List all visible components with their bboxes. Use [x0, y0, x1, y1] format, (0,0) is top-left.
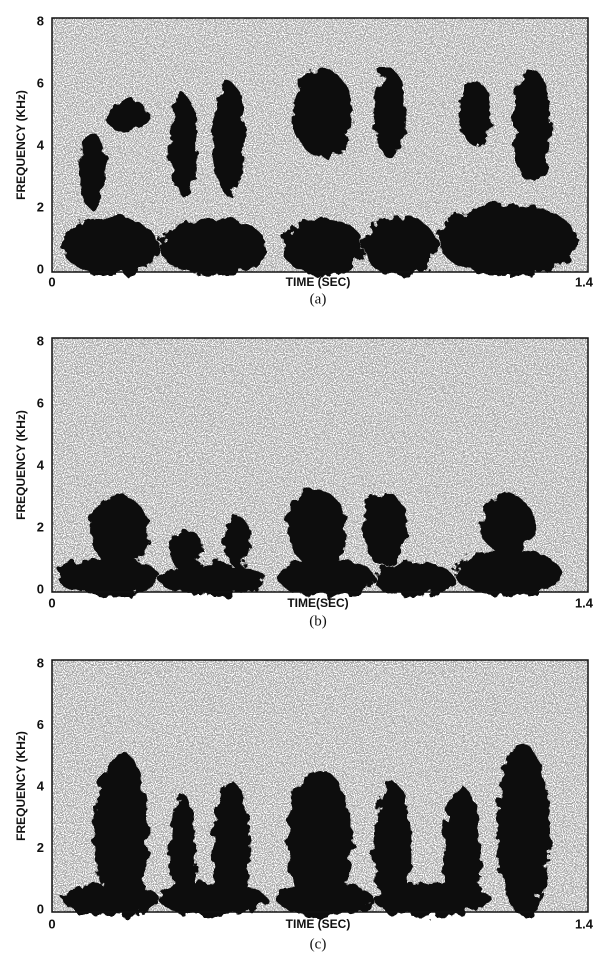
y-tick-label: 4 — [37, 457, 45, 472]
spectrogram-panel: 0 2 4 6 8 FREQUENCY (KHz) 0 1.4 TIME (SEC) (a) — [14, 13, 594, 307]
energy-blob — [512, 68, 551, 184]
y-tick-label: 4 — [37, 778, 45, 793]
energy-blob — [373, 562, 454, 596]
energy-blob — [57, 557, 160, 596]
x-axis-label: TIME (SEC) — [286, 275, 351, 289]
energy-blob — [78, 132, 106, 209]
x-tick-label: 1.4 — [575, 916, 594, 931]
energy-blob — [277, 557, 374, 596]
plot-frame — [51, 337, 589, 593]
y-axis-label: FREQUENCY (KHz) — [14, 90, 28, 200]
energy-blob — [362, 217, 438, 276]
energy-blob — [94, 751, 149, 916]
energy-blob — [496, 744, 551, 916]
energy-blob — [62, 217, 160, 276]
energy — [62, 68, 578, 276]
energy-blob — [480, 495, 535, 554]
y-tick-label: 6 — [37, 75, 44, 90]
y-tick-label: 2 — [37, 840, 44, 855]
panel-caption: (a) — [310, 291, 327, 307]
y-tick-label: 2 — [37, 199, 44, 214]
y-axis-label: FREQUENCY (KHz) — [14, 410, 28, 520]
energy-blob — [223, 515, 251, 567]
panel-caption: (c) — [310, 936, 327, 952]
x-tick-label: 0 — [48, 595, 55, 610]
energy-blob — [159, 217, 267, 276]
energy-blob — [212, 81, 245, 196]
spectrogram-panel: 0 2 4 6 8 FREQUENCY (KHz) 0 1.4 TIME (SEC) (c) — [14, 655, 594, 952]
energy-blob — [373, 782, 412, 916]
energy-blob — [169, 528, 203, 572]
x-tick-label: 1.4 — [575, 595, 594, 610]
energy-blob — [454, 549, 562, 596]
y-tick-label: 0 — [37, 581, 44, 596]
energy — [62, 744, 551, 917]
y-tick-label: 8 — [37, 333, 44, 348]
energy — [57, 490, 562, 596]
y-tick-label: 4 — [37, 137, 45, 152]
x-tick-label: 0 — [48, 274, 55, 289]
energy-blob — [159, 882, 267, 917]
energy-blob — [287, 769, 353, 916]
energy-blob — [362, 490, 406, 567]
energy-blob — [282, 217, 363, 276]
plot-frame — [51, 659, 589, 913]
y-tick-label: 6 — [37, 717, 44, 732]
energy-blob — [373, 882, 492, 917]
plot-frame — [51, 17, 589, 273]
x-axis-label: TIME(SEC) — [287, 596, 348, 610]
x-tick-label: 1.4 — [575, 274, 594, 289]
x-axis-label: TIME (SEC) — [286, 917, 351, 931]
y-tick-label: 0 — [37, 261, 44, 276]
energy-blob — [287, 490, 347, 567]
energy-blob — [373, 68, 406, 158]
energy-blob — [293, 68, 353, 158]
energy-blob — [277, 882, 374, 917]
y-tick-label: 8 — [37, 13, 44, 28]
spectrogram-panel: 0 2 4 6 8 FREQUENCY (KHz) 0 1.4 TIME(SEC) (b) — [14, 333, 594, 629]
energy-blob — [105, 99, 149, 133]
energy-blob — [443, 787, 481, 917]
energy-blob — [212, 782, 251, 916]
energy-blob — [169, 94, 197, 196]
energy-blob — [459, 81, 492, 145]
energy-blob — [159, 562, 267, 596]
y-tick-label: 2 — [37, 519, 44, 534]
panel-caption: (b) — [309, 613, 327, 629]
energy-blob — [62, 882, 160, 917]
energy-blob — [437, 204, 578, 276]
y-tick-label: 6 — [37, 395, 44, 410]
y-axis-label: FREQUENCY (KHz) — [14, 731, 28, 841]
energy-blob — [89, 495, 149, 567]
y-tick-label: 8 — [37, 655, 44, 670]
x-tick-label: 0 — [48, 916, 55, 931]
y-tick-label: 0 — [37, 901, 44, 916]
